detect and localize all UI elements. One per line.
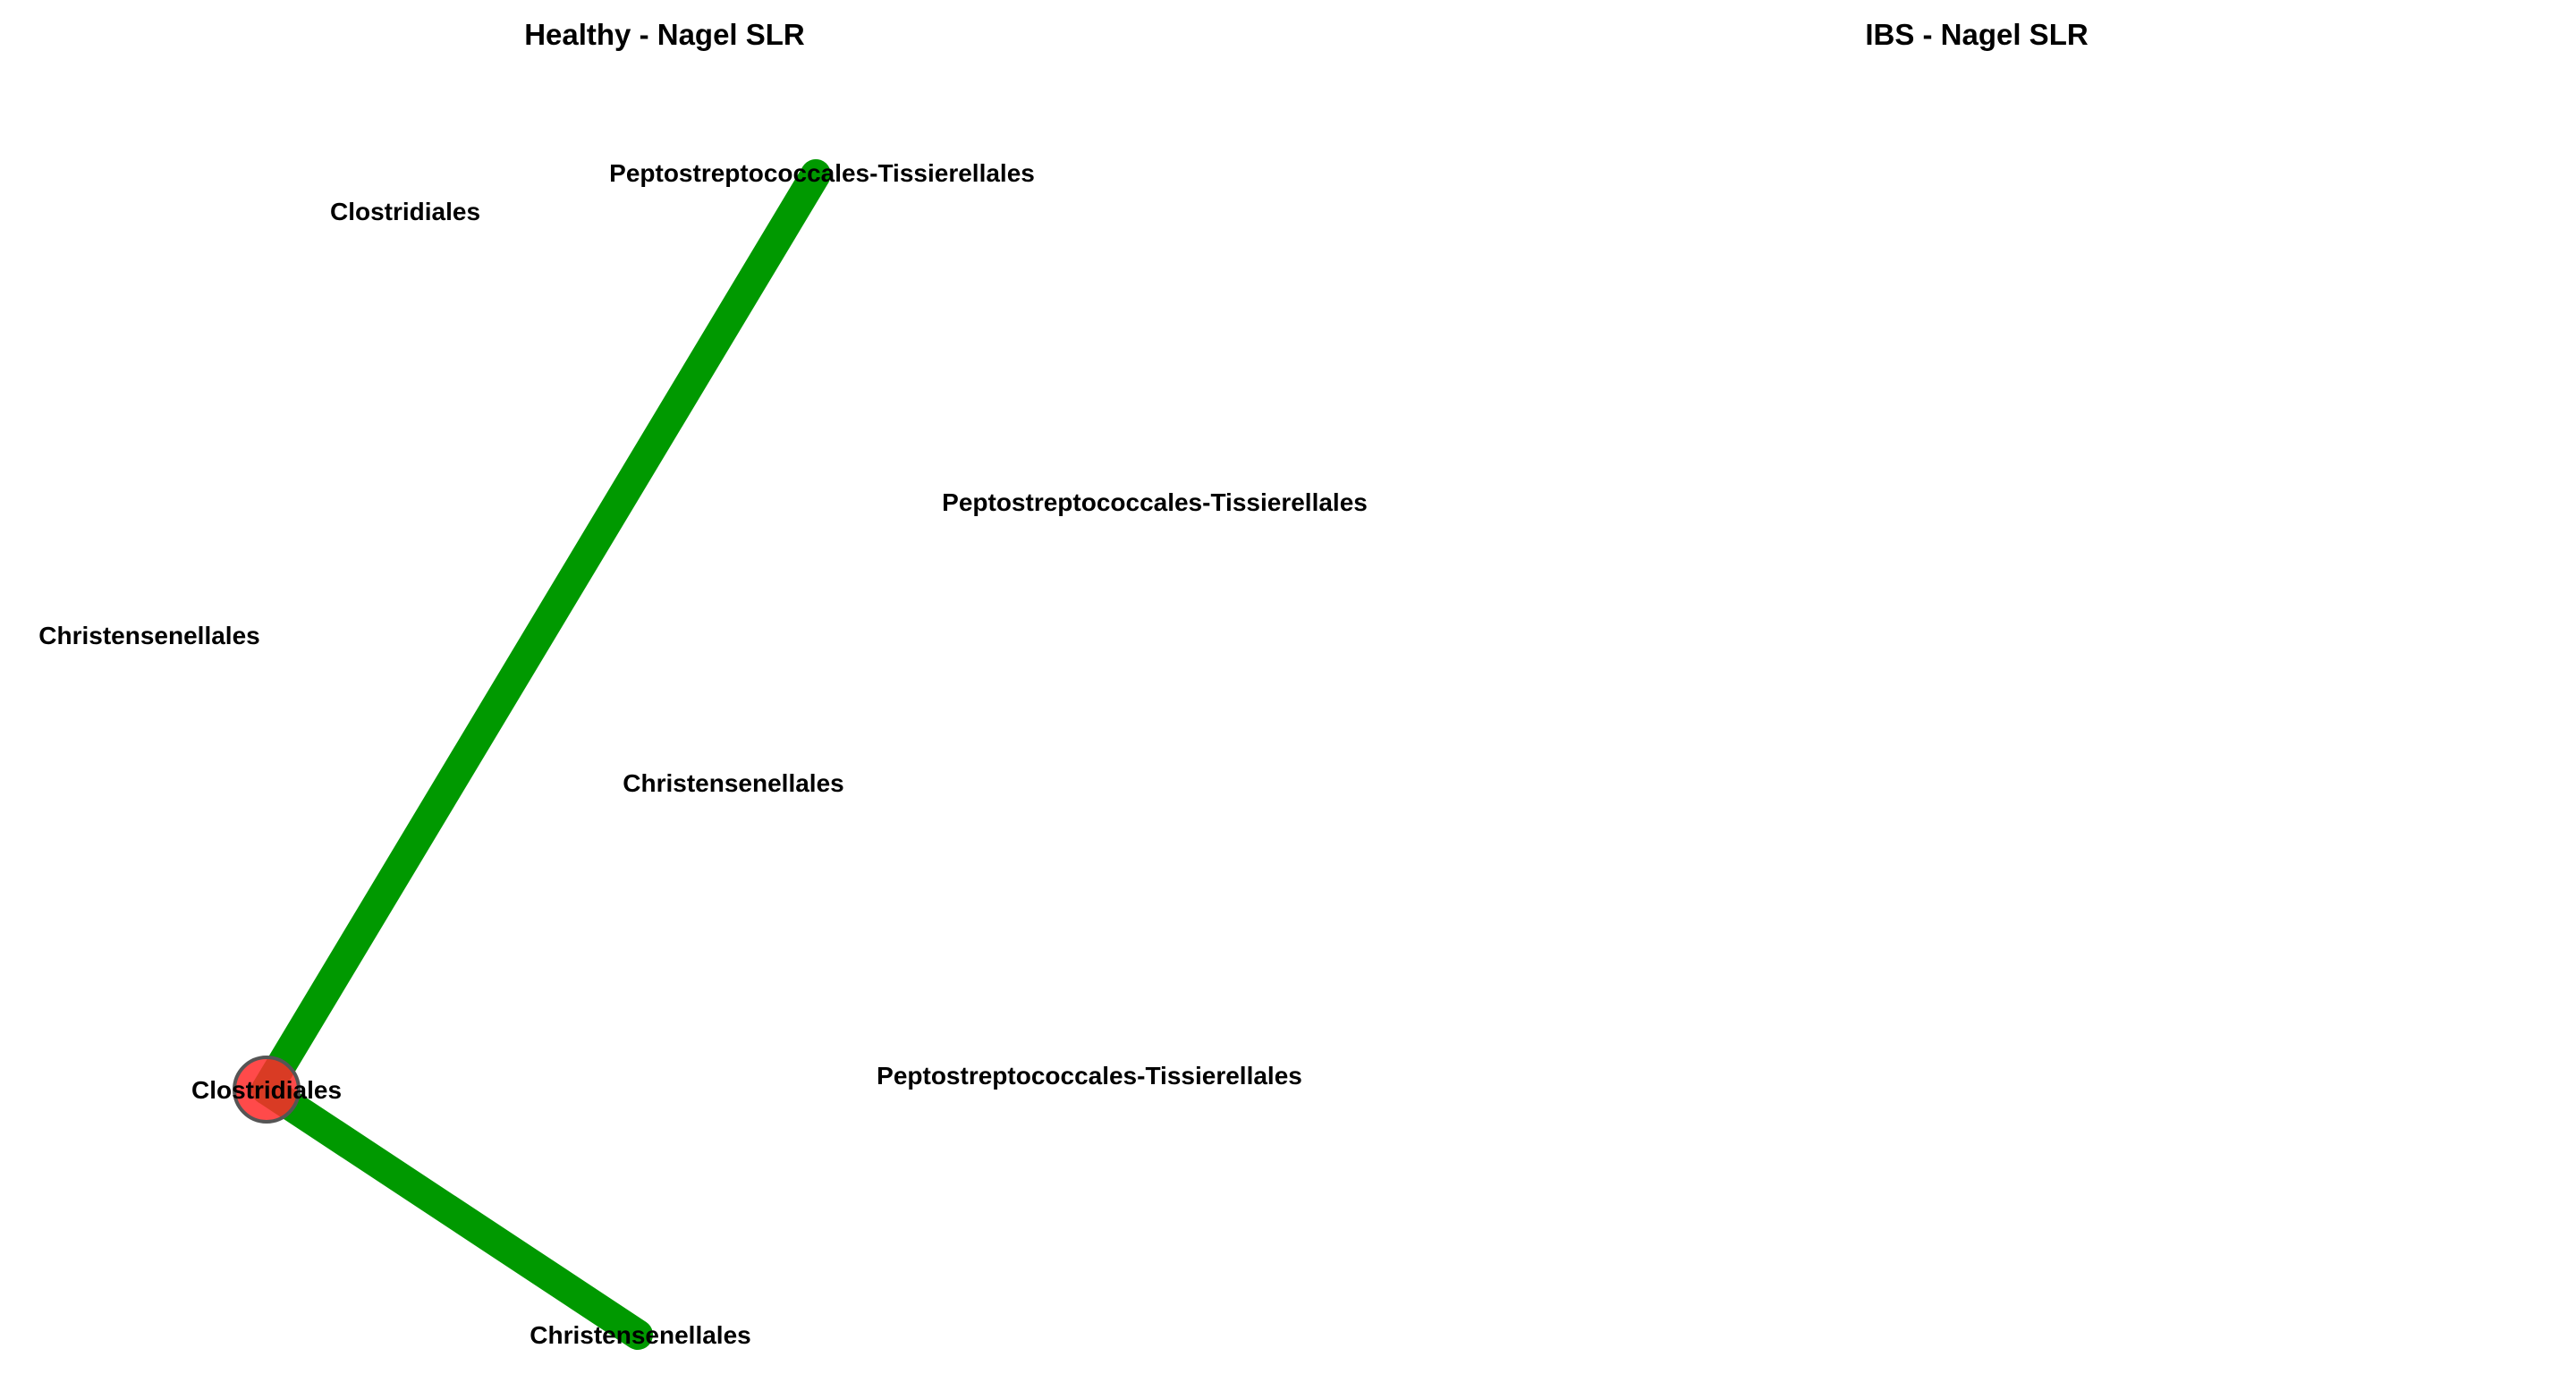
- node-label-peptostreptococcales-1: Peptostreptococcales-Tissierellales: [609, 159, 1035, 187]
- node-label-peptostreptococcales-2: Peptostreptococcales-Tissierellales: [942, 488, 1368, 516]
- network-edges: [267, 174, 816, 1335]
- edge-n7-n8: [267, 1090, 638, 1335]
- node-label-christensenellales-1: Christensenellales: [38, 622, 259, 649]
- node-label-christensenellales-3: Christensenellales: [530, 1321, 750, 1349]
- node-label-peptostreptococcales-3: Peptostreptococcales-Tissierellales: [877, 1062, 1302, 1090]
- panel-title-ibs: IBS - Nagel SLR: [1865, 18, 2089, 51]
- panel-title-healthy: Healthy - Nagel SLR: [524, 18, 805, 51]
- edge-n7-n2: [267, 174, 816, 1090]
- node-label-clostridiales-1: Clostridiales: [330, 198, 480, 225]
- node-label-christensenellales-2: Christensenellales: [623, 769, 843, 797]
- node-label-clostridiales-2: Clostridiales: [191, 1076, 342, 1104]
